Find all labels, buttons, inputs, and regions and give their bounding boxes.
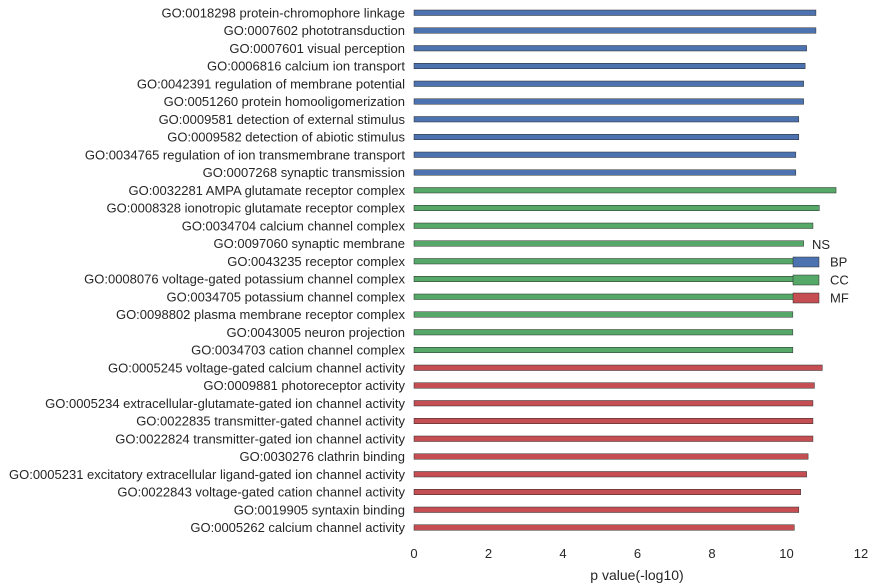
bar-cc-12	[413, 205, 820, 211]
category-label-3: GO:0007601 visual perception	[229, 41, 405, 56]
legend-swatch-bp	[792, 256, 820, 268]
category-label-30: GO:0005262 calcium channel activity	[190, 520, 405, 535]
category-label-29: GO:0019905 syntaxin binding	[234, 502, 405, 517]
bar-cc-19	[413, 329, 794, 336]
category-label-15: GO:0043235 receptor complex	[227, 254, 405, 269]
bar-mf-28	[413, 489, 801, 495]
bar-cc-15	[413, 258, 800, 265]
category-label-25: GO:0022824 transmitter-gated ion channel…	[115, 431, 405, 446]
bar-mf-30	[413, 524, 795, 531]
category-labels: GO:0018298 protein-chromophore linkage GO…	[9, 5, 406, 535]
bar-bp-7	[413, 116, 800, 123]
legend-swatch-cc	[792, 274, 820, 286]
category-label-1: GO:0018298 protein-chromophore linkage	[161, 5, 405, 20]
category-label-16: GO:0008076 voltage-gated potassium chann…	[84, 272, 405, 287]
bars-layer	[413, 9, 837, 531]
bar-mf-26	[413, 453, 809, 460]
bar-cc-14	[413, 240, 804, 247]
category-label-17: GO:0034705 potassium channel complex	[167, 289, 406, 304]
bar-cc-11	[413, 187, 837, 194]
category-label-5: GO:0042391 regulation of membrane potent…	[137, 76, 405, 91]
legend-title: NS	[812, 237, 830, 252]
category-label-14: GO:0097060 synaptic membrane	[214, 236, 406, 251]
category-label-21: GO:0005245 voltage-gated calcium channel…	[108, 360, 406, 375]
bar-mf-23	[413, 400, 814, 407]
category-label-10: GO:0007268 synaptic transmission	[203, 165, 405, 180]
bar-bp-9	[413, 151, 797, 158]
bar-cc-20	[413, 347, 794, 353]
x-tick-label-6: 10	[779, 546, 793, 561]
bar-mf-21	[413, 364, 823, 371]
x-tick-label-7: 12	[854, 546, 868, 561]
bar-mf-22	[413, 382, 815, 389]
category-label-12: GO:0008328 ionotropic glutamate receptor…	[107, 201, 406, 216]
category-label-6: GO:0051260 protein homooligomerization	[164, 94, 405, 109]
bar-cc-13	[413, 222, 814, 229]
category-label-26: GO:0030276 clathrin binding	[239, 449, 405, 464]
bar-mf-29	[413, 506, 800, 513]
legend-swatch-mf	[792, 292, 820, 304]
bar-bp-4	[413, 63, 806, 69]
legend: NS BP CC MF	[792, 237, 849, 306]
bar-bp-10	[413, 169, 797, 176]
bar-cc-18	[413, 311, 794, 318]
legend-label-mf: MF	[830, 291, 849, 306]
category-label-7: GO:0009581 detection of external stimulu…	[159, 112, 406, 127]
category-label-8: GO:0009582 detection of abiotic stimulus	[167, 130, 405, 145]
bar-mf-25	[413, 435, 814, 442]
x-tick-label-4: 6	[634, 546, 641, 561]
category-label-13: GO:0034704 calcium channel complex	[182, 218, 406, 233]
bar-bp-8	[413, 134, 800, 140]
category-label-9: GO:0034765 regulation of ion transmembra…	[85, 147, 406, 162]
legend-label-bp: BP	[830, 255, 847, 270]
bar-bp-6	[413, 98, 804, 105]
x-axis-ticks: 0 2 4 6 8 10 12	[410, 546, 868, 561]
legend-label-cc: CC	[830, 273, 849, 288]
category-label-23: GO:0005234 extracellular-glutamate-gated…	[45, 396, 405, 411]
bar-bp-5	[413, 80, 804, 87]
category-label-18: GO:0098802 plasma membrane receptor comp…	[116, 307, 406, 322]
x-tick-label-2: 2	[485, 546, 492, 561]
category-label-19: GO:0043005 neuron projection	[226, 325, 405, 340]
x-axis-label: p value(-log10)	[590, 567, 683, 583]
bar-mf-24	[413, 418, 814, 424]
category-label-22: GO:0009881 photoreceptor activity	[203, 378, 405, 393]
category-label-2: GO:0007602 phototransduction	[224, 23, 405, 38]
bar-bp-1	[413, 9, 817, 16]
bar-bp-2	[413, 27, 817, 34]
x-tick-label-5: 8	[708, 546, 715, 561]
category-label-28: GO:0022843 voltage-gated cation channel …	[117, 485, 405, 500]
bar-cc-16	[413, 276, 795, 282]
category-label-4: GO:0006816 calcium ion transport	[207, 59, 405, 74]
category-label-20: GO:0034703 cation channel complex	[191, 343, 405, 358]
category-label-27: GO:0005231 excitatory extracellular liga…	[9, 467, 406, 482]
category-label-24: GO:0022835 transmitter-gated channel act…	[136, 414, 405, 429]
x-tick-label-1: 0	[410, 546, 417, 561]
x-tick-label-3: 4	[559, 546, 566, 561]
bar-mf-27	[413, 471, 807, 478]
category-label-11: GO:0032281 AMPA glutamate receptor compl…	[128, 183, 405, 198]
bar-bp-3	[413, 45, 807, 52]
bar-cc-17	[413, 293, 795, 300]
